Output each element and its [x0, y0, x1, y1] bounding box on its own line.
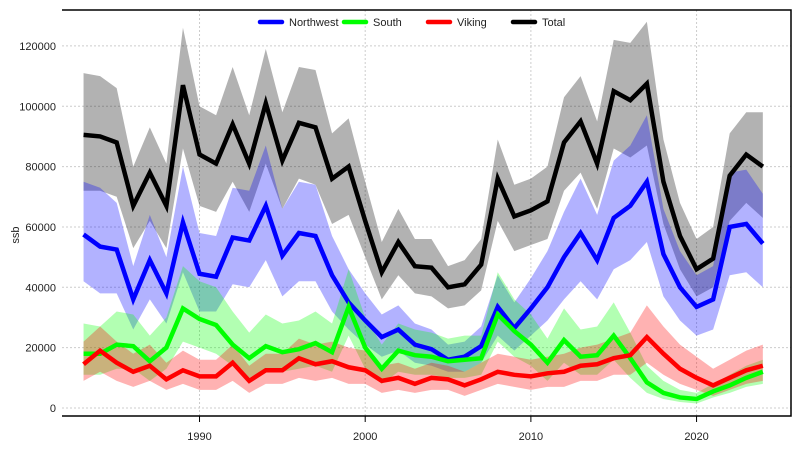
viking-confidence-band — [83, 305, 763, 396]
total-line — [83, 78, 765, 290]
legend-label-south: South — [373, 17, 402, 29]
x-tick-label: 1990 — [187, 431, 211, 443]
y-tick-label: 60000 — [25, 222, 56, 234]
y-tick-label: 100000 — [19, 101, 56, 113]
south-confidence-band — [83, 266, 763, 404]
northwest-line — [82, 176, 765, 363]
axes: 0 20000 40000 60000 80000 100000 120000 1990 200… — [19, 9, 792, 443]
series-lines — [82, 78, 765, 402]
y-axis-label: ssb — [10, 226, 22, 243]
confidence-bands — [83, 21, 763, 404]
x-tick-label: 2000 — [353, 431, 377, 443]
y-tick-label: 20000 — [25, 343, 56, 355]
plot-frame — [62, 9, 792, 417]
y-tick-label: 120000 — [19, 41, 56, 53]
y-tick-label: 0 — [50, 403, 56, 415]
legend-label-viking: Viking — [457, 17, 487, 29]
legend-label-total: Total — [542, 17, 565, 29]
x-tick-label: 2020 — [684, 431, 708, 443]
total-confidence-band — [83, 21, 763, 309]
south-line — [83, 300, 764, 402]
y-tick-label: 80000 — [25, 162, 56, 174]
northwest-confidence-band — [83, 115, 763, 372]
legend: Northwest South Viking Total — [257, 17, 565, 29]
y-tick-label: 40000 — [25, 282, 56, 294]
legend-label-northwest: Northwest — [289, 17, 339, 29]
viking-line — [82, 333, 764, 388]
x-tick-label: 2010 — [519, 431, 543, 443]
